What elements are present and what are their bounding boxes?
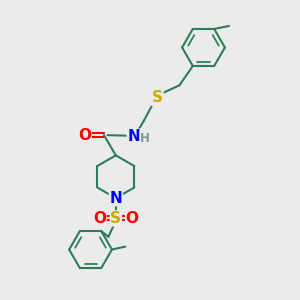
Text: S: S xyxy=(152,91,163,106)
Text: N: N xyxy=(127,129,140,144)
Text: O: O xyxy=(78,128,91,142)
Text: O: O xyxy=(126,211,139,226)
Text: H: H xyxy=(140,132,150,145)
Text: O: O xyxy=(93,211,106,226)
Text: N: N xyxy=(110,191,122,206)
Text: S: S xyxy=(110,211,121,226)
